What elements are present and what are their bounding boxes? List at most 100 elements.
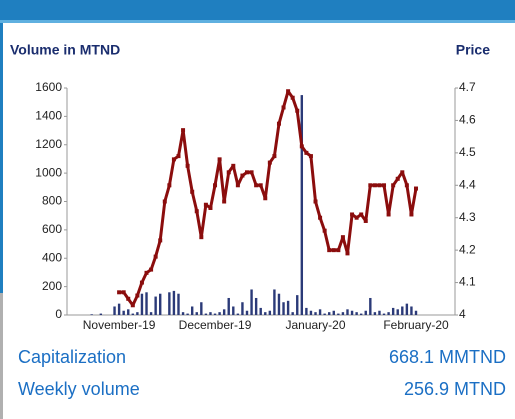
volume-bar — [355, 312, 358, 315]
price-point — [267, 160, 272, 165]
price-point — [281, 105, 286, 110]
x-tick-label: February-20 — [383, 318, 449, 332]
y-axis-label: Volume in MTND — [10, 42, 120, 58]
volume-bar — [241, 302, 244, 315]
y-tick-label: 1400 — [35, 109, 62, 123]
price-point — [350, 212, 355, 217]
volume-bar — [122, 310, 125, 315]
volume-bar — [117, 303, 121, 315]
volume-bar — [378, 310, 381, 315]
price-point — [226, 170, 231, 175]
price-point — [382, 183, 387, 188]
volume-bar — [305, 307, 308, 315]
volume-bar — [232, 306, 235, 315]
volume-bar — [168, 292, 171, 315]
volume-bar — [213, 313, 217, 315]
price-point — [318, 215, 323, 220]
volume-bar — [127, 309, 130, 315]
volume-bar — [350, 310, 354, 315]
x-tick-label: December-19 — [179, 318, 252, 332]
x-tick-label: January-20 — [285, 318, 345, 332]
y2-tick-label: 4 — [459, 307, 466, 321]
price-point — [272, 154, 277, 159]
volume-bar — [254, 297, 258, 315]
volume-bar — [90, 314, 93, 315]
volume-bar — [113, 306, 116, 315]
volume-bar — [149, 312, 153, 315]
y-tick-label: 0 — [55, 307, 62, 321]
volume-bar — [159, 293, 162, 315]
x-tick-label: November-19 — [83, 318, 156, 332]
y-tick-label: 1000 — [35, 165, 62, 179]
volume-bar — [250, 289, 253, 315]
price-point — [213, 183, 218, 188]
price-point — [167, 183, 172, 188]
volume-bar — [341, 312, 345, 315]
volume-bar — [222, 309, 226, 315]
volume-bar — [218, 312, 221, 315]
volume-bar — [268, 310, 272, 315]
volume-bar — [364, 310, 367, 315]
y-tick-label: 600 — [42, 222, 62, 236]
price-point — [336, 248, 341, 253]
volume-bar — [296, 295, 299, 315]
price-point — [391, 183, 396, 188]
volume-bar — [337, 313, 340, 315]
volume-bar — [264, 312, 267, 315]
volume-bar — [282, 302, 285, 315]
y-tick-label: 800 — [42, 194, 62, 208]
volume-bar — [300, 95, 304, 315]
volume-bar — [359, 313, 363, 315]
y2-tick-label: 4.7 — [459, 80, 476, 94]
volume-bar — [323, 313, 326, 315]
price-point — [162, 199, 167, 204]
y-tick-label: 1200 — [35, 137, 62, 151]
volume-bar — [387, 312, 390, 315]
price-point — [176, 154, 181, 159]
price-point — [327, 248, 332, 253]
volume-bar — [245, 310, 249, 315]
price-point — [295, 108, 300, 113]
price-point — [404, 183, 409, 188]
price-point — [240, 173, 245, 178]
left-border-gray — [0, 293, 3, 419]
price-point — [126, 296, 131, 301]
volume-bar — [314, 312, 317, 315]
price-point — [345, 251, 350, 256]
volume-bar — [291, 312, 294, 315]
price-point — [308, 154, 313, 159]
price-point — [304, 150, 309, 155]
price-point — [231, 163, 236, 168]
stat-label: Capitalization — [18, 347, 126, 367]
y2-tick-label: 4.5 — [459, 145, 476, 159]
price-point — [414, 186, 418, 191]
price-point — [313, 199, 318, 204]
volume-bar — [391, 307, 395, 315]
price-line — [119, 89, 418, 307]
price-point — [144, 270, 149, 275]
price-point — [322, 228, 327, 233]
y2-tick-label: 4.3 — [459, 210, 476, 224]
volume-bar — [177, 293, 180, 315]
price-point — [340, 235, 345, 240]
y-tick-label: 400 — [42, 250, 62, 264]
price-point — [121, 290, 126, 295]
volume-bar — [195, 312, 198, 315]
price-point — [194, 209, 199, 214]
volume-bar — [204, 313, 208, 315]
price-point — [199, 235, 204, 240]
volume-bar — [209, 312, 212, 315]
y-tick-label: 1600 — [35, 80, 62, 94]
price-point — [359, 212, 364, 217]
stat-value: 256.9 MTND — [404, 379, 506, 399]
volume-bar — [369, 297, 372, 315]
price-point — [130, 303, 135, 308]
volume-bar — [200, 302, 203, 315]
price-point — [386, 212, 391, 217]
price-point — [354, 215, 359, 220]
volume-bar — [328, 312, 331, 315]
y2-tick-label: 4.4 — [459, 177, 476, 191]
volume-bar — [373, 312, 377, 315]
